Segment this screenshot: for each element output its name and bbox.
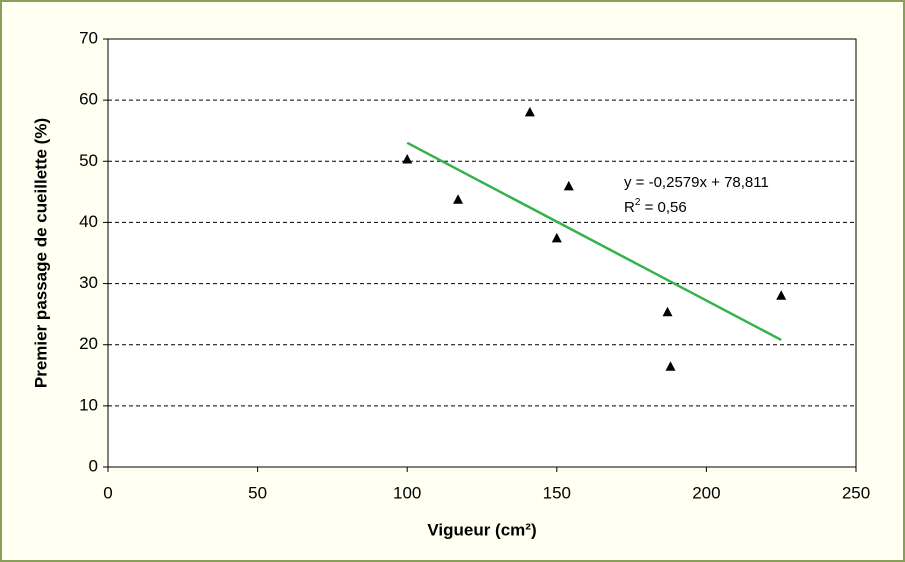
r2-suffix: = 0,56 bbox=[640, 199, 686, 216]
scatter-point bbox=[453, 194, 464, 204]
scatter-point bbox=[563, 180, 574, 191]
r2-sup: 2 bbox=[635, 197, 641, 208]
plot-area bbox=[108, 39, 856, 467]
y-tick-label: 0 bbox=[89, 456, 98, 475]
y-tick-label: 60 bbox=[79, 90, 98, 109]
x-axis-title: Vigueur (cm²) bbox=[427, 520, 536, 539]
x-tick-label: 0 bbox=[103, 483, 112, 502]
trendline bbox=[406, 141, 782, 342]
scatter-point bbox=[776, 290, 787, 300]
x-tick-label: 100 bbox=[393, 483, 421, 502]
y-tick-label: 20 bbox=[79, 334, 98, 353]
trendline-equation: y = -0,2579x + 78,811 bbox=[624, 174, 769, 191]
plot-border bbox=[107, 38, 857, 468]
y-tick-label: 10 bbox=[79, 395, 98, 414]
y-tick-label: 30 bbox=[79, 273, 98, 292]
x-tick-label: 250 bbox=[842, 483, 870, 502]
y-axis-title: Premier passage de cueillette (%) bbox=[31, 118, 50, 388]
x-tick-label: 200 bbox=[692, 483, 720, 502]
trendline-r2: R2 = 0,56 bbox=[624, 197, 687, 216]
scatter-point bbox=[662, 306, 673, 317]
y-tick-label: 70 bbox=[79, 28, 98, 47]
x-tick-label: 50 bbox=[248, 483, 267, 502]
scatter-point bbox=[551, 232, 562, 243]
scatter-point bbox=[524, 106, 535, 117]
y-tick-label: 50 bbox=[79, 151, 98, 170]
r2-prefix: R bbox=[624, 199, 635, 216]
scatter-point bbox=[402, 153, 413, 164]
x-tick-label: 150 bbox=[543, 483, 571, 502]
y-tick-label: 40 bbox=[79, 212, 98, 231]
scatter-point bbox=[665, 361, 676, 371]
